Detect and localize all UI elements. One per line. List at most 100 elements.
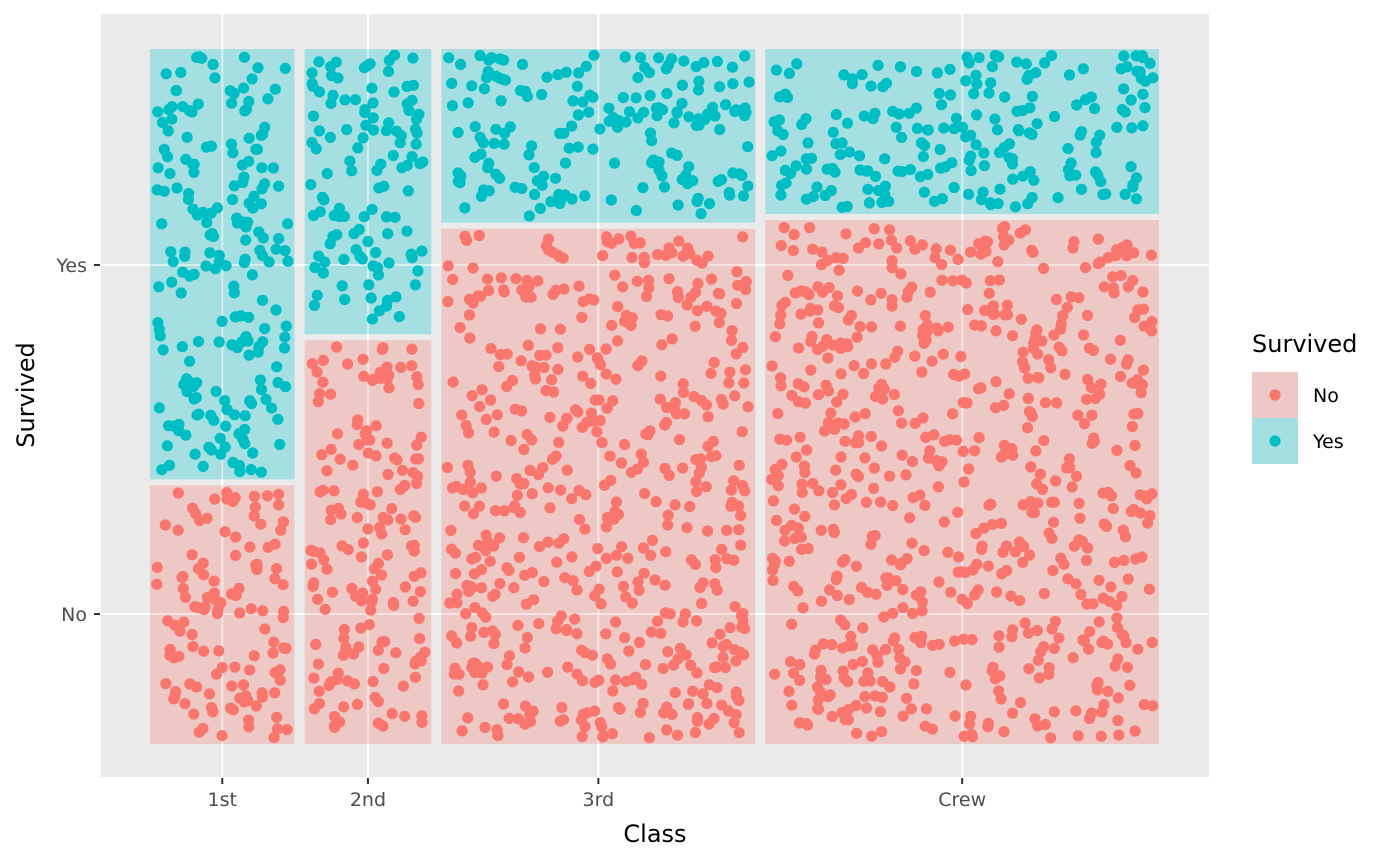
point-2nd-no [338,632,350,644]
point-3rd-no [700,481,712,493]
point-3rd-no [474,401,486,413]
point-1st-yes [184,355,196,367]
point-crew-yes [917,151,930,163]
point-crew-yes [1017,170,1029,182]
point-3rd-no [609,269,621,281]
point-crew-no [1107,282,1120,294]
point-3rd-yes [559,157,572,169]
point-crew-no [827,487,839,499]
point-crew-no [982,560,994,572]
point-3rd-no [666,333,678,345]
point-3rd-no [508,582,520,594]
point-3rd-no [642,274,655,286]
point-2nd-yes [382,65,395,77]
point-crew-no [916,366,928,378]
point-2nd-yes [313,125,325,137]
point-crew-no [767,495,780,507]
point-1st-no [230,589,242,602]
point-crew-no [983,287,995,299]
point-crew-no [783,555,795,567]
point-crew-yes [893,108,905,120]
point-crew-no [1051,397,1063,409]
point-1st-yes [282,255,294,267]
point-crew-no [812,703,824,715]
point-3rd-yes [690,61,702,73]
point-crew-no [1107,502,1119,515]
point-3rd-no [611,566,623,578]
point-1st-no [208,575,220,587]
point-3rd-no [730,686,743,698]
point-3rd-no [650,496,662,508]
point-3rd-no [584,343,596,355]
point-crew-no [805,364,817,376]
point-3rd-no [736,426,748,438]
point-3rd-yes [653,164,665,176]
point-1st-yes [165,246,177,258]
point-3rd-no [484,394,497,406]
point-crew-no [960,277,972,289]
point-3rd-yes [683,111,695,123]
point-crew-no [1084,626,1096,638]
point-3rd-yes [703,198,716,210]
point-3rd-no [729,390,741,402]
point-crew-no [831,396,843,408]
point-crew-no [774,433,786,445]
point-crew-no [775,380,787,392]
point-crew-no [820,673,832,686]
point-1st-no [248,490,260,502]
point-1st-yes [279,245,291,257]
point-3rd-no [576,421,588,433]
point-3rd-no [533,618,545,630]
point-crew-no [1019,224,1032,236]
point-3rd-no [742,401,754,413]
point-crew-no [1038,435,1050,447]
point-1st-no [172,524,184,536]
point-1st-yes [273,233,285,245]
point-2nd-yes [339,293,351,306]
point-3rd-yes [632,112,644,124]
point-crew-no [1095,730,1107,742]
point-crew-no [1136,551,1148,563]
point-crew-no [1095,378,1107,390]
point-3rd-no [732,500,745,512]
point-2nd-yes [387,149,399,162]
point-3rd-yes [668,117,680,129]
point-3rd-no [594,415,606,427]
point-crew-no [875,496,887,508]
point-3rd-no [634,706,646,719]
point-crew-yes [1063,69,1076,81]
point-crew-yes [944,63,956,75]
point-3rd-no [610,373,622,385]
point-3rd-no [532,469,545,481]
point-1st-yes [256,294,269,306]
point-crew-yes [985,77,997,89]
point-3rd-no [488,426,500,438]
point-3rd-no [469,602,481,614]
point-3rd-no [661,724,673,736]
point-crew-no [1121,661,1133,673]
point-crew-yes [963,188,975,200]
point-crew-no [1067,652,1079,664]
legend-label-yes: Yes [1312,431,1344,453]
point-1st-yes [239,410,251,422]
point-1st-yes [181,131,193,143]
point-crew-no [880,358,892,370]
point-3rd-no [451,637,463,649]
point-crew-no [1009,546,1022,558]
point-1st-yes [240,234,252,246]
point-1st-no [234,607,246,619]
point-1st-no [168,652,180,664]
point-crew-no [876,726,888,738]
point-crew-no [859,691,871,703]
point-crew-yes [879,153,891,165]
point-3rd-no [524,464,536,476]
point-crew-no [972,584,984,596]
point-crew-no [983,499,995,511]
point-2nd-no [319,603,331,615]
point-crew-no [956,593,968,605]
point-3rd-no [739,364,752,376]
point-crew-no [1118,554,1130,567]
point-3rd-no [510,273,522,285]
point-3rd-no [689,320,701,332]
point-3rd-no [724,622,736,634]
